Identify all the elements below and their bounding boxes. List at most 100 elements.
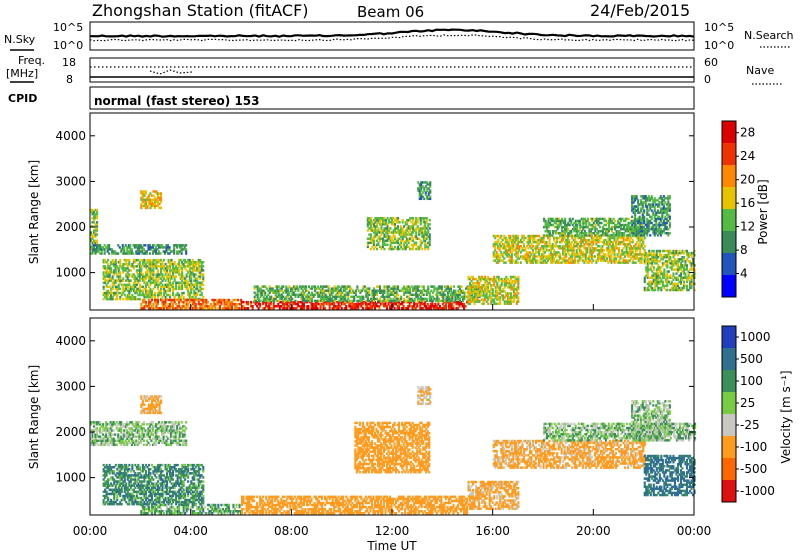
echo-cell: [215, 300, 218, 304]
echo-cell: [153, 196, 157, 199]
echo-cell: [132, 289, 135, 293]
echo-cell: [99, 246, 102, 249]
echo-cell: [143, 258, 146, 262]
echo-cell: [634, 243, 637, 246]
echo-cell: [155, 267, 158, 270]
echo-cell: [421, 241, 424, 245]
echo-cell: [199, 275, 202, 278]
echo-cell: [141, 252, 144, 255]
echo-cell: [316, 307, 319, 310]
echo-cell: [144, 263, 148, 266]
echo-cell: [149, 279, 152, 282]
echo-cell: [134, 258, 137, 262]
echo-cell: [149, 265, 152, 268]
echo-cell: [113, 263, 116, 266]
echo-cell: [144, 206, 148, 210]
echo-cell: [169, 287, 172, 291]
echo-cell: [126, 283, 129, 287]
echo-cell: [369, 300, 372, 304]
echo-cell: [106, 246, 109, 249]
echo-cell: [428, 241, 431, 245]
echo-cell: [178, 300, 181, 304]
echo-cell: [122, 279, 125, 282]
nsky-trace: [90, 28, 695, 38]
echo-cell: [103, 244, 106, 247]
echo-cell: [156, 302, 160, 306]
echo-cell: [354, 302, 357, 306]
echo-cell: [138, 275, 141, 278]
echo-cell: [108, 285, 111, 289]
echo-cell: [257, 302, 260, 306]
echo-cell: [187, 258, 190, 262]
echo-cell: [643, 276, 646, 279]
echo-cell: [180, 246, 183, 249]
echo-cell: [389, 235, 392, 238]
echo-cell: [138, 271, 141, 274]
echo-cell: [337, 305, 340, 308]
echo-cell: [128, 263, 131, 266]
echo-cell: [398, 305, 401, 308]
echo-cell: [559, 221, 562, 225]
echo-cell: [122, 277, 125, 280]
echo-cell: [144, 295, 148, 299]
echo-cell: [149, 277, 152, 280]
echo-cell: [102, 281, 105, 284]
echo-cell: [120, 283, 123, 287]
echo-cell: [221, 307, 225, 310]
echo-cell: [129, 246, 132, 249]
echo-cell: [275, 305, 278, 308]
echo-cell: [155, 298, 158, 302]
echo-cell: [166, 293, 169, 297]
echo-cell: [169, 261, 172, 264]
echo-cell: [440, 285, 443, 288]
echo-cell: [126, 279, 129, 282]
echo-cell: [155, 263, 158, 266]
echo-cell: [102, 273, 105, 276]
echo-cell: [143, 202, 146, 206]
echo-cell: [668, 217, 671, 221]
echo-cell: [235, 307, 238, 310]
echo-cell: [478, 300, 481, 303]
echo-cell: [167, 246, 170, 249]
echo-cell: [646, 234, 649, 237]
echo-cell: [193, 269, 196, 272]
echo-cell: [102, 277, 105, 280]
echo-cell: [94, 217, 97, 220]
echo-cell: [96, 241, 99, 245]
echo-cell: [200, 281, 203, 284]
echo-cell: [135, 265, 138, 268]
echo-cell: [120, 279, 123, 282]
echo-cell: [147, 196, 151, 199]
echo-cell: [265, 287, 268, 290]
echo-cell: [144, 300, 148, 304]
echo-cell: [178, 293, 181, 297]
echo-cell: [355, 305, 358, 308]
echo-cell: [315, 302, 318, 306]
echo-cell: [180, 250, 183, 253]
echo-cell: [141, 248, 144, 251]
echo-cell: [234, 305, 237, 308]
echo-cell: [141, 204, 144, 208]
echo-cell: [144, 305, 148, 308]
echo-cell: [161, 285, 164, 289]
echo-cell: [164, 298, 167, 302]
echo-cell: [132, 287, 135, 291]
echo-cell: [152, 279, 155, 282]
echo-cell: [452, 285, 456, 288]
echo-cell: [295, 302, 298, 306]
echo-cell: [262, 302, 265, 306]
echo-cell: [667, 199, 670, 202]
echo-cell: [665, 211, 668, 214]
echo-cell: [128, 297, 131, 301]
echo-cell: [175, 307, 178, 310]
echo-cell: [100, 250, 103, 253]
echo-cell: [156, 291, 160, 295]
echo-cell: [104, 279, 107, 282]
echo-cell: [158, 192, 161, 195]
echo-cell: [94, 233, 97, 236]
echo-cell: [166, 275, 169, 278]
echo-cell: [181, 287, 184, 291]
echo-cell: [140, 277, 143, 280]
echo-cell: [217, 298, 220, 302]
echo-cell: [197, 258, 200, 262]
